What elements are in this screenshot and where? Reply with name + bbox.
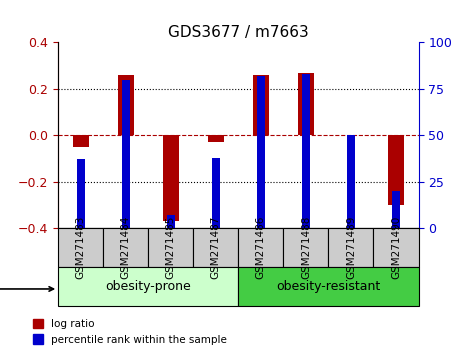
Text: GSM271490: GSM271490	[391, 216, 401, 279]
Text: GSM271483: GSM271483	[76, 216, 86, 279]
Text: GSM271484: GSM271484	[121, 216, 131, 279]
Bar	[77, 159, 85, 228]
FancyBboxPatch shape	[373, 228, 418, 267]
Text: GSM271486: GSM271486	[256, 216, 266, 279]
Bar	[388, 135, 404, 205]
Bar	[167, 215, 175, 228]
FancyBboxPatch shape	[58, 267, 239, 306]
Text: obesity-resistant: obesity-resistant	[276, 280, 380, 293]
Bar	[253, 75, 269, 135]
Bar	[298, 73, 314, 135]
Bar	[73, 135, 88, 147]
FancyBboxPatch shape	[239, 267, 418, 306]
Bar	[163, 135, 179, 221]
Bar	[302, 74, 310, 228]
Bar	[347, 135, 355, 228]
Bar	[392, 191, 400, 228]
FancyBboxPatch shape	[58, 228, 103, 267]
FancyBboxPatch shape	[283, 228, 328, 267]
FancyBboxPatch shape	[328, 228, 373, 267]
Text: obesity-prone: obesity-prone	[106, 280, 191, 293]
FancyBboxPatch shape	[193, 228, 239, 267]
FancyBboxPatch shape	[148, 228, 193, 267]
Bar	[212, 158, 220, 228]
Bar	[122, 80, 130, 228]
Legend: log ratio, percentile rank within the sample: log ratio, percentile rank within the sa…	[28, 315, 232, 349]
Title: GDS3677 / m7663: GDS3677 / m7663	[168, 25, 309, 40]
Bar	[257, 76, 265, 228]
Bar	[118, 75, 133, 135]
Text: GSM271487: GSM271487	[211, 216, 221, 279]
Bar	[208, 135, 224, 142]
FancyBboxPatch shape	[103, 228, 148, 267]
Text: disease state: disease state	[0, 284, 53, 294]
FancyBboxPatch shape	[239, 228, 283, 267]
Text: GSM271488: GSM271488	[301, 216, 311, 279]
Text: GSM271485: GSM271485	[166, 216, 176, 279]
Text: GSM271489: GSM271489	[346, 216, 356, 279]
